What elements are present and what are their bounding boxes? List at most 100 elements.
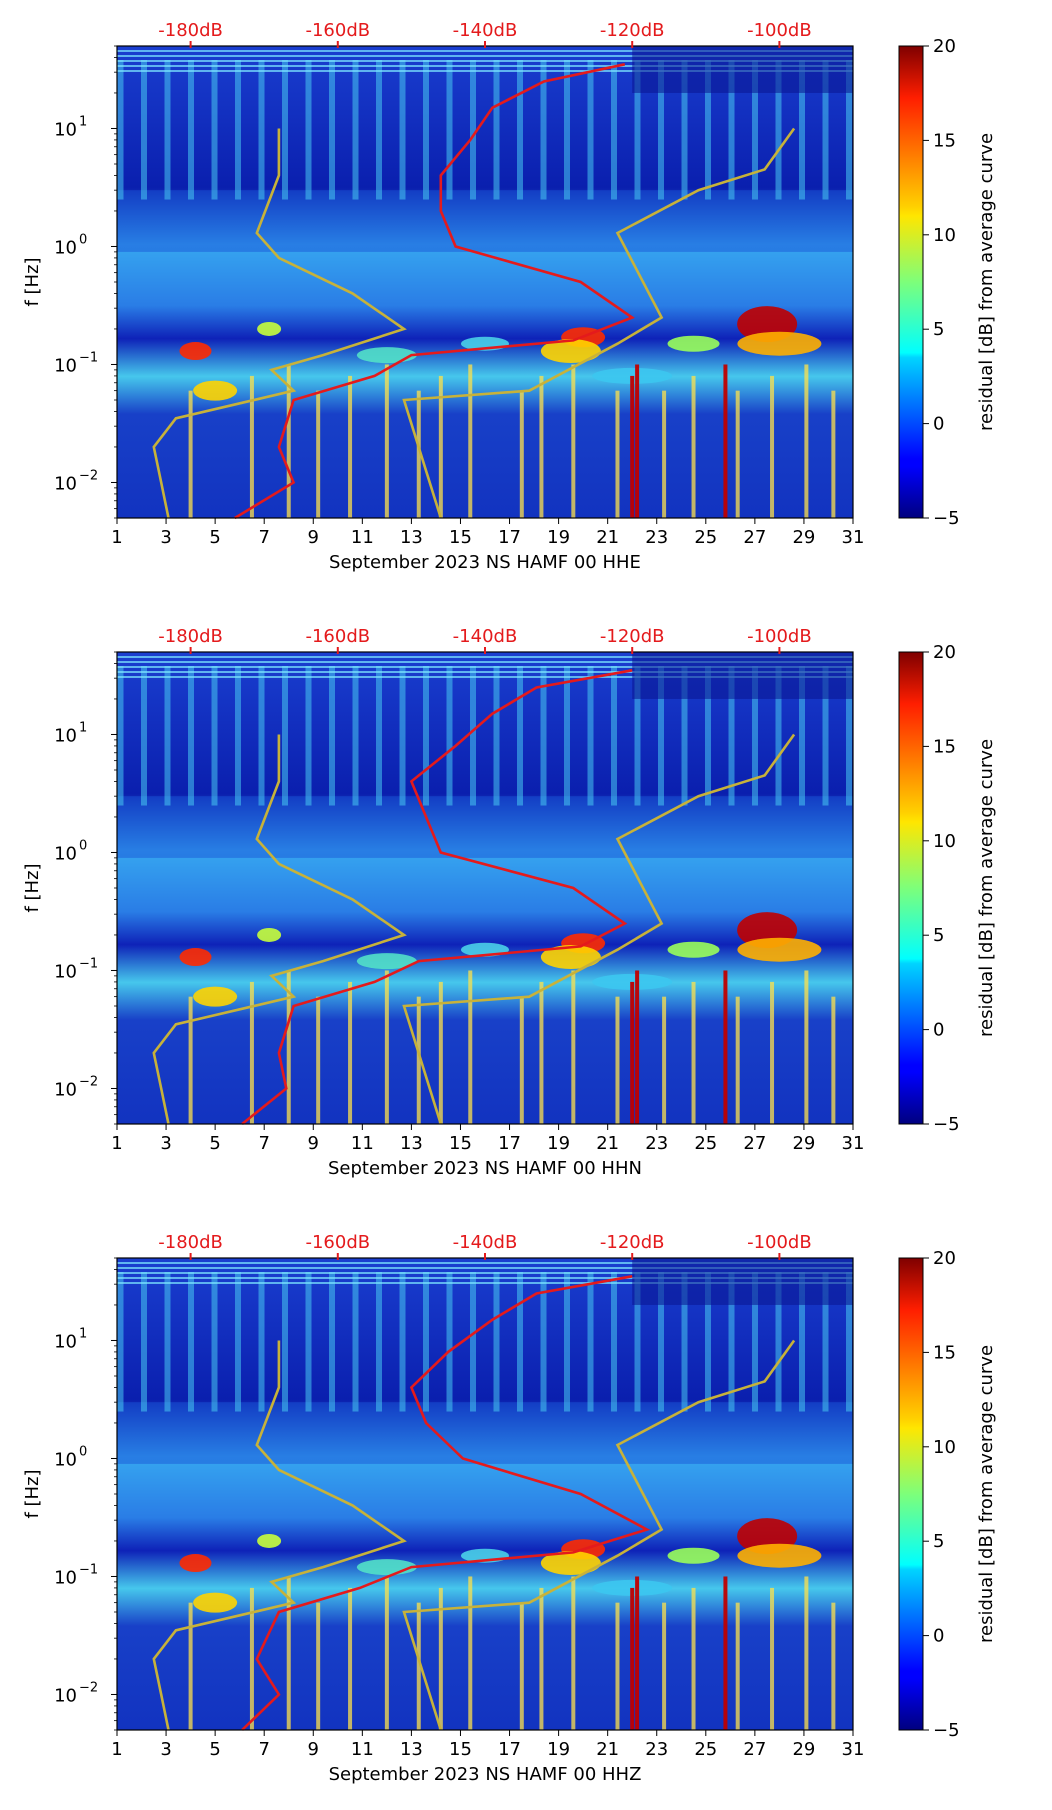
y-axis-label: f [Hz] — [22, 257, 43, 306]
colorbar-tick-label: 0 — [933, 414, 944, 435]
colorbar-tick-label: −5 — [933, 1114, 960, 1135]
transient-spike — [316, 996, 321, 1124]
y-tick-exponent: −2 — [79, 1074, 98, 1089]
x-tick-label: 29 — [792, 1133, 815, 1154]
transient-spike — [416, 996, 421, 1124]
high-noise-model-line — [402, 733, 796, 1125]
x-tick-label: 3 — [160, 1133, 171, 1154]
x-tick-label: 19 — [547, 1739, 570, 1760]
transient-spike — [615, 1602, 620, 1730]
hf-line — [117, 1262, 853, 1264]
transient-spike — [615, 996, 620, 1124]
energy-burst — [540, 1551, 601, 1576]
x-tick-label: 1 — [111, 527, 122, 548]
x-tick-label: 3 — [160, 527, 171, 548]
transient-spike — [384, 364, 389, 518]
colorbar-tick-label: 5 — [933, 1531, 944, 1552]
hf-line — [117, 1272, 853, 1274]
transient-spike — [438, 1587, 443, 1730]
x-tick-label: 5 — [209, 1133, 220, 1154]
x-tick-label: 23 — [645, 1739, 668, 1760]
transient-spike — [286, 1576, 291, 1730]
transient-spike — [630, 375, 635, 518]
x-tick-label: 15 — [449, 1739, 472, 1760]
x-tick-label: 27 — [743, 1133, 766, 1154]
transient-spike — [249, 375, 254, 518]
y-tick-label: 10 — [54, 843, 77, 864]
y-tick-exponent: 1 — [79, 720, 87, 735]
transient-spike — [316, 390, 321, 518]
transient-spike — [438, 375, 443, 518]
x-tick-label: 13 — [400, 1739, 423, 1760]
transient-spike — [770, 375, 775, 518]
top-tick-label: -140dB — [453, 626, 518, 647]
x-tick-label: 21 — [596, 527, 619, 548]
colorbar-label: residual [dB] from average curve — [976, 739, 997, 1037]
transient-spike — [723, 364, 728, 518]
y-tick-exponent: 1 — [79, 114, 87, 129]
y-tick-label: 10 — [54, 1449, 77, 1470]
median-psd-line — [241, 1275, 651, 1731]
median-psd-line — [241, 669, 633, 1126]
colorbar-tick-label: 15 — [933, 736, 956, 757]
energy-burst — [257, 927, 282, 942]
top-tick-label: -160dB — [305, 20, 370, 41]
energy-burst — [193, 380, 238, 401]
colorbar-tick-label: 10 — [933, 831, 956, 852]
x-tick-label: 1 — [111, 1133, 122, 1154]
y-tick-exponent: 0 — [79, 1444, 87, 1459]
x-tick-label: 19 — [547, 527, 570, 548]
top-tick-label: -180dB — [158, 626, 223, 647]
y-tick-exponent: −1 — [79, 956, 98, 971]
y-axis-label: f [Hz] — [22, 1469, 43, 1518]
x-tick-label: 21 — [596, 1739, 619, 1760]
transient-spike — [635, 970, 640, 1124]
transient-spike — [804, 364, 809, 518]
transient-spike — [735, 996, 740, 1124]
colorbar-tick-label: −5 — [933, 1720, 960, 1741]
hf-line — [117, 671, 853, 673]
x-tick-label: 25 — [694, 1133, 717, 1154]
transient-spike — [723, 970, 728, 1124]
x-tick-label: 29 — [792, 527, 815, 548]
x-tick-label: 11 — [351, 1739, 374, 1760]
top-tick-label: -180dB — [158, 20, 223, 41]
transient-spike — [249, 981, 254, 1124]
high-noise-model-line — [402, 1339, 796, 1731]
colorbar-tick-label: −5 — [933, 508, 960, 529]
transient-spike — [635, 1576, 640, 1730]
transient-spike — [831, 996, 836, 1124]
y-tick-label: 10 — [54, 1079, 77, 1100]
transient-spike — [571, 970, 576, 1124]
low-noise-model-line — [152, 1340, 407, 1731]
spectrogram — [117, 652, 853, 1124]
energy-burst — [257, 1533, 282, 1548]
transient-spike — [735, 390, 740, 518]
x-tick-label: 7 — [258, 1739, 269, 1760]
transient-spike — [438, 981, 443, 1124]
x-tick-label: 23 — [645, 527, 668, 548]
x-tick-label: 13 — [400, 527, 423, 548]
x-tick-label: 5 — [209, 527, 220, 548]
top-tick-label: -100dB — [747, 20, 812, 41]
median-psd-line — [234, 63, 635, 520]
transient-spike — [286, 364, 291, 518]
transient-spike — [468, 364, 473, 518]
x-tick-label: 31 — [842, 1739, 865, 1760]
hf-line — [117, 70, 853, 72]
y-tick-exponent: −1 — [79, 350, 98, 365]
spectrogram — [117, 46, 853, 518]
x-tick-label: 11 — [351, 527, 374, 548]
transient-spike — [416, 390, 421, 518]
x-tick-label: 3 — [160, 1739, 171, 1760]
top-tick-label: -120dB — [600, 626, 665, 647]
transient-spike — [468, 970, 473, 1124]
x-tick-label: 9 — [308, 1739, 319, 1760]
x-tick-label: 7 — [258, 527, 269, 548]
colorbar-label: residual [dB] from average curve — [976, 1345, 997, 1643]
x-axis-label: September 2023 NS HAMF 00 HHZ — [329, 1764, 642, 1785]
x-tick-label: 17 — [498, 1133, 521, 1154]
colorbar-tick-label: 5 — [933, 925, 944, 946]
x-tick-label: 15 — [449, 527, 472, 548]
